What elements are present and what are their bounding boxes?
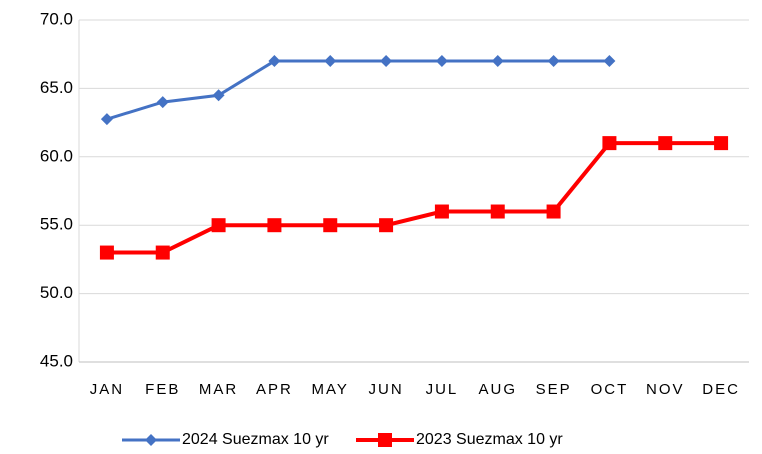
- data-point: [490, 204, 505, 219]
- x-tick-label: MAY: [312, 381, 349, 398]
- y-tick-label: 45.0: [40, 351, 73, 370]
- x-tick-label: JAN: [90, 381, 124, 398]
- y-tick-label: 60.0: [40, 146, 73, 165]
- x-tick-label: JUL: [426, 381, 459, 398]
- legend-marker: [145, 434, 157, 446]
- data-point: [380, 55, 393, 68]
- x-tick-label: FEB: [145, 381, 180, 398]
- data-point: [714, 136, 729, 151]
- x-tick-label: APR: [256, 381, 293, 398]
- data-point: [268, 55, 281, 68]
- data-point: [658, 136, 673, 151]
- series-line: [106, 59, 610, 121]
- x-tick-label: JUN: [368, 381, 403, 398]
- legend-marker: [378, 433, 392, 447]
- data-point: [323, 218, 338, 233]
- data-point: [602, 136, 617, 151]
- x-tick-label: AUG: [478, 381, 517, 398]
- x-tick-label: MAR: [199, 381, 238, 398]
- data-point: [156, 96, 169, 109]
- data-point: [434, 204, 449, 219]
- data-point: [547, 55, 560, 68]
- data-point: [324, 55, 337, 68]
- legend-label: 2023 Suezmax 10 yr: [416, 431, 563, 448]
- data-point: [546, 204, 561, 219]
- data-point: [211, 218, 226, 233]
- x-tick-label: SEP: [536, 381, 572, 398]
- y-tick-label: 55.0: [40, 215, 73, 234]
- y-tick-label: 50.0: [40, 283, 73, 302]
- data-point: [100, 113, 113, 126]
- data-point: [267, 218, 282, 233]
- data-point: [99, 245, 114, 260]
- data-point: [603, 55, 616, 68]
- data-point: [491, 55, 504, 68]
- y-tick-label: 65.0: [40, 78, 73, 97]
- x-tick-label: OCT: [591, 381, 629, 398]
- y-tick-label: 70.0: [40, 9, 73, 28]
- data-point: [155, 245, 170, 260]
- legend-label: 2024 Suezmax 10 yr: [182, 431, 329, 448]
- data-point: [435, 55, 448, 68]
- data-point: [212, 89, 225, 102]
- x-tick-label: NOV: [646, 381, 685, 398]
- x-tick-label: DEC: [702, 381, 740, 398]
- series-line: [106, 141, 722, 255]
- data-point: [379, 218, 394, 233]
